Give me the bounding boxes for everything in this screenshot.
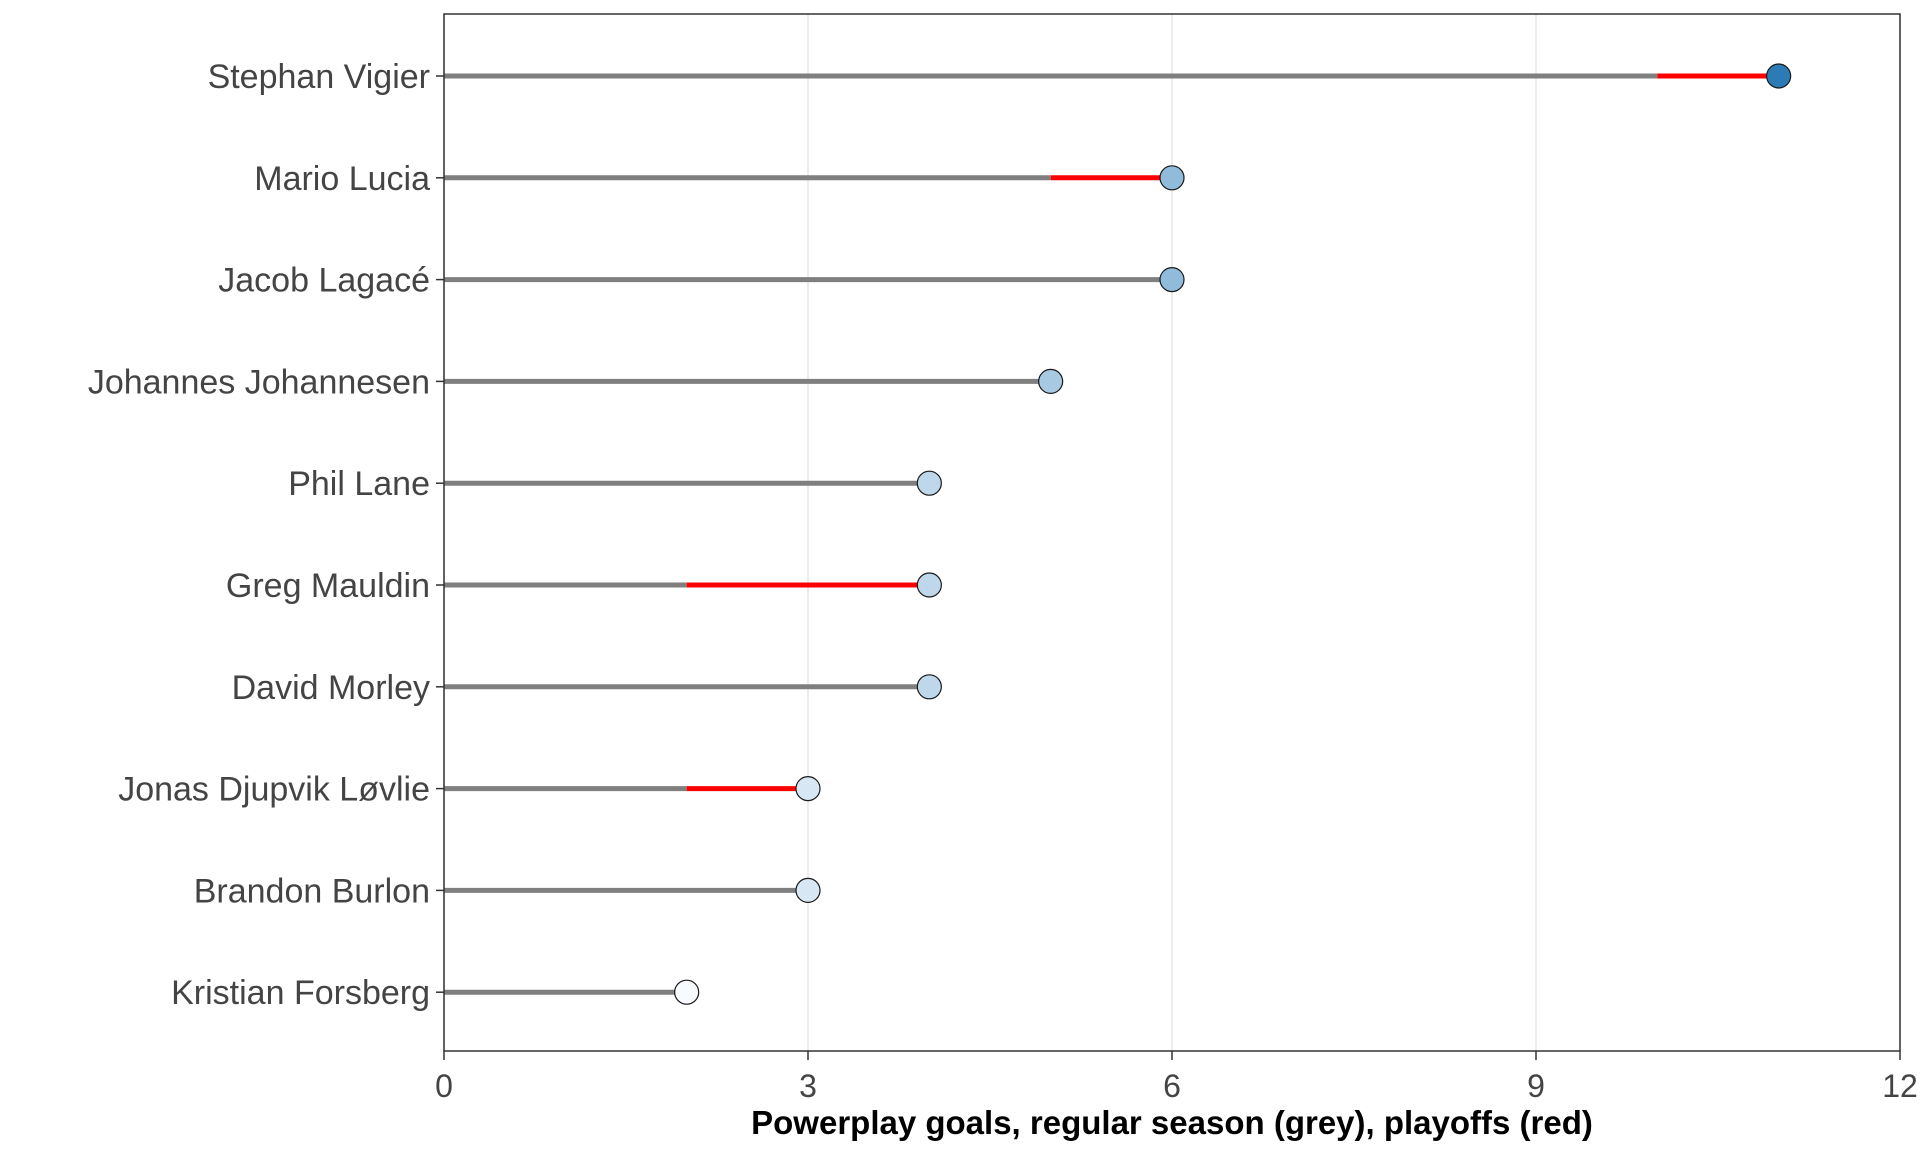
bar-layer — [444, 73, 1779, 995]
x-axis-ticks: 0 3 6 9 12 — [435, 1051, 1918, 1104]
x-axis-title: Powerplay goals, regular season (grey), … — [751, 1104, 1593, 1141]
player-label: David Morley — [232, 669, 430, 707]
player-label: Johannes Johannesen — [88, 363, 430, 401]
total-point — [1159, 165, 1185, 191]
player-label: Brandon Burlon — [194, 872, 430, 910]
total-point — [674, 979, 700, 1005]
total-point — [1159, 267, 1185, 293]
total-point — [1766, 63, 1792, 89]
player-label: Kristian Forsberg — [171, 974, 430, 1012]
player-label: Phil Lane — [288, 465, 430, 503]
point-layer — [674, 63, 1792, 1005]
x-tick-label: 12 — [1882, 1068, 1918, 1104]
x-tick-label: 9 — [1527, 1068, 1545, 1104]
x-tick-label: 6 — [1163, 1068, 1181, 1104]
x-tick-label: 3 — [799, 1068, 817, 1104]
total-point — [795, 877, 821, 904]
player-label: Jacob Lagacé — [218, 262, 430, 300]
total-point — [916, 572, 942, 598]
player-label: Stephan Vigier — [208, 58, 430, 96]
total-point — [916, 674, 942, 700]
y-axis-labels: Stephan Vigier Mario Lucia Jacob Lagacé Joh… — [88, 58, 444, 1012]
total-point — [1038, 368, 1064, 394]
total-point — [916, 470, 942, 496]
total-point — [795, 775, 821, 802]
x-tick-label: 0 — [435, 1068, 453, 1104]
player-label: Jonas Djupvik Løvlie — [118, 771, 430, 809]
player-label: Mario Lucia — [254, 160, 430, 198]
player-label: Greg Mauldin — [226, 567, 430, 605]
